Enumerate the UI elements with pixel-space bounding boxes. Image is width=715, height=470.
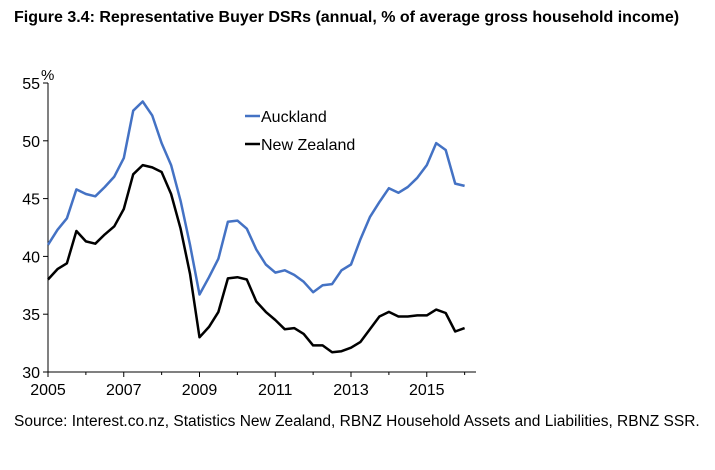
x-tick-label: 2015 [409,382,445,399]
x-tick-label: 2011 [258,382,293,399]
x-tick-label: 2009 [182,382,218,399]
line-chart: % 30 35 40 45 50 55 2005 2007 2009 2011 2013 2015 A… [22,67,476,399]
chart-title: Figure 3.4: Representative Buyer DSRs (a… [14,9,680,26]
x-tick-label: 2013 [333,382,369,399]
series-line-auckland [46,100,465,296]
legend-label-new-zealand: New Zealand [261,137,355,154]
y-tick-label: 30 [22,365,40,382]
y-tick-label: 50 [22,134,40,151]
x-tick-label: 2005 [30,382,66,399]
y-axis-unit-label: % [41,67,54,84]
y-tick-label: 45 [22,192,40,209]
y-tick-label: 35 [22,307,40,324]
series-line-new-zealand [47,163,466,354]
y-tick-label: 40 [22,249,40,266]
y-tick-label: 55 [22,76,40,93]
source-note: Source: Interest.co.nz, Statistics New Z… [14,413,700,430]
legend-label-auckland: Auckland [261,109,327,126]
x-tick-label: 2007 [106,382,142,399]
